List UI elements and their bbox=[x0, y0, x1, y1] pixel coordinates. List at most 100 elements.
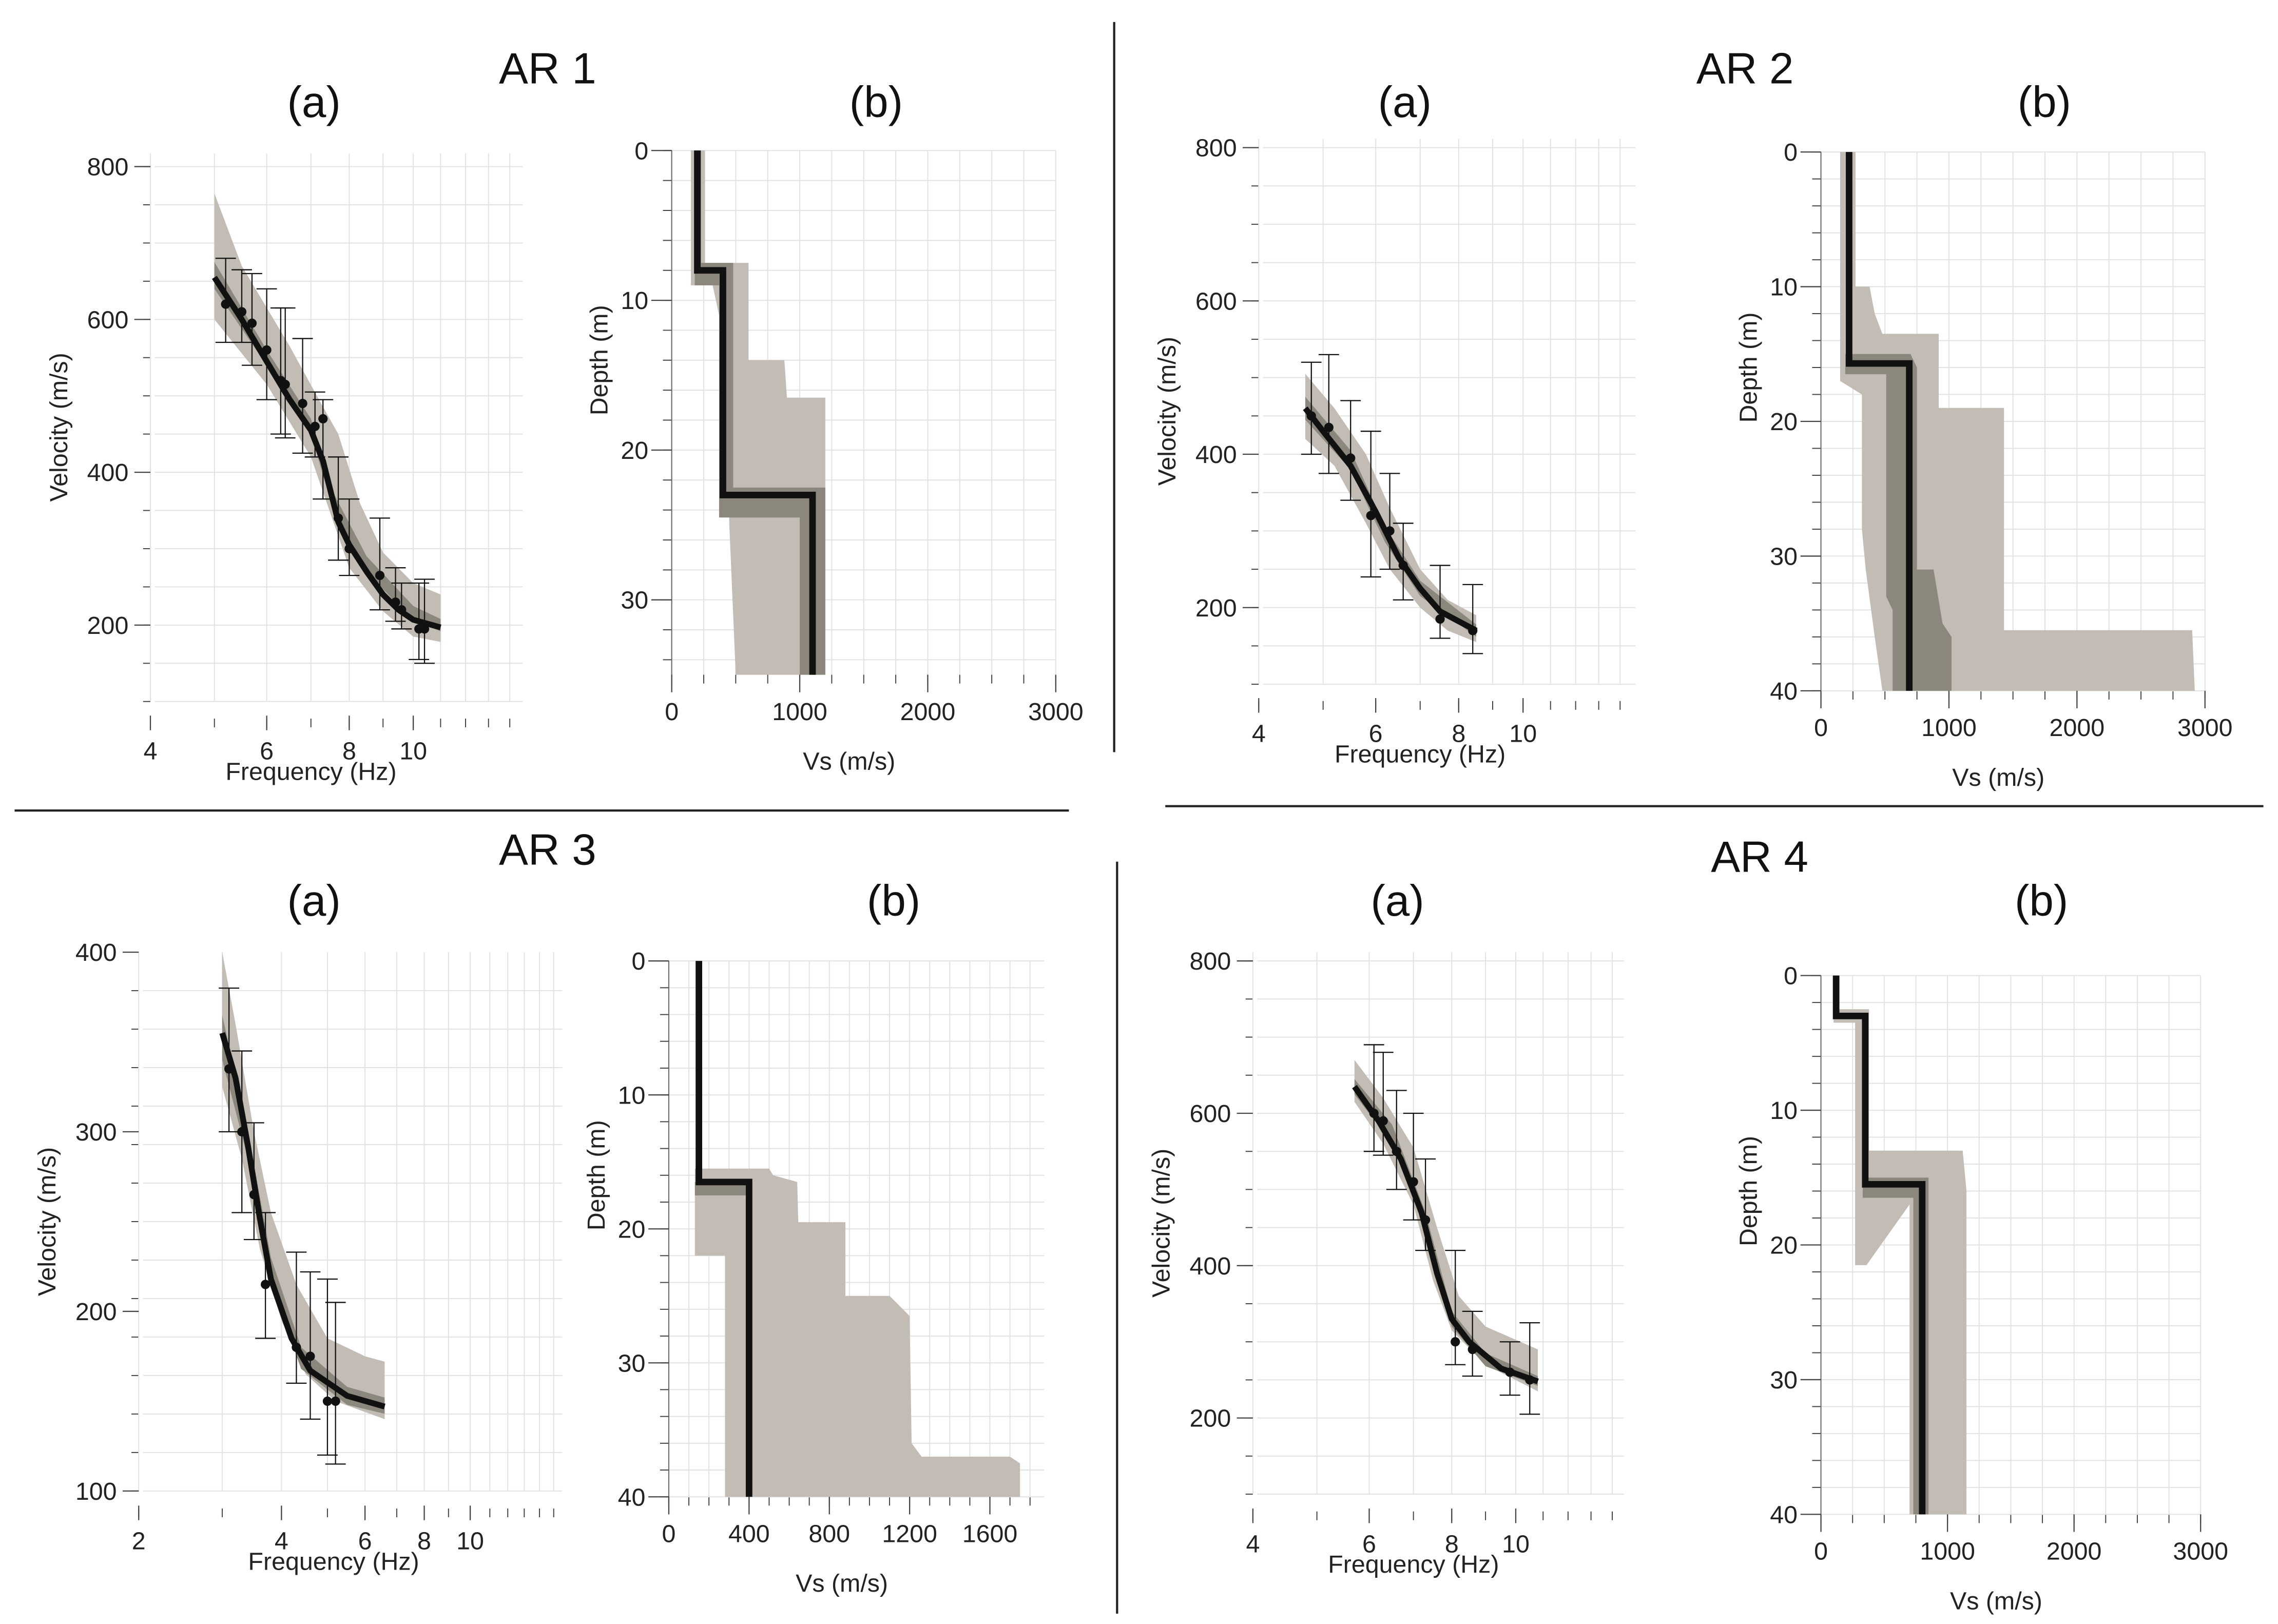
median-vs-profile bbox=[694, 150, 816, 675]
data-point bbox=[419, 624, 430, 634]
y-tick-label: 10 bbox=[1770, 274, 1798, 301]
x-tick-label: 8 bbox=[1452, 720, 1465, 747]
y-tick-label: 30 bbox=[1770, 1366, 1798, 1394]
uncertainty-band-outer bbox=[1840, 152, 2195, 691]
panel-label-b: (b) bbox=[2018, 78, 2071, 127]
uncertainty-band-inner bbox=[1845, 354, 1952, 691]
y-tick-label: 600 bbox=[1190, 1100, 1231, 1128]
site-title-ar2: AR 2 bbox=[1696, 44, 1794, 93]
median-dispersion-curve bbox=[219, 1032, 385, 1409]
panel-label-b: (b) bbox=[2015, 877, 2068, 925]
y-tick-label: 20 bbox=[1770, 408, 1798, 436]
y-tick-label: 30 bbox=[1770, 543, 1798, 571]
x-tick-label: 4 bbox=[144, 738, 158, 765]
y-tick-label: 600 bbox=[87, 306, 129, 334]
y-tick-label: 10 bbox=[618, 1081, 646, 1109]
x-tick-label: 1000 bbox=[1921, 714, 1977, 742]
x-axis-label: Vs (m/s) bbox=[1952, 764, 2044, 791]
y-axis-label: Depth (m) bbox=[583, 1120, 610, 1230]
x-tick-label: 1200 bbox=[882, 1520, 937, 1548]
panel-label-a: (a) bbox=[1378, 78, 1432, 127]
x-axis-label: Frequency (Hz) bbox=[1335, 740, 1505, 768]
ar1-profile-panel: 0 10 20 30 0 1000 2000 3000 Vs (m/s) Depth (m) (b) bbox=[585, 78, 1083, 776]
x-tick-label: 6 bbox=[260, 738, 274, 765]
x-axis-label: Frequency (Hz) bbox=[248, 1548, 419, 1575]
y-tick-label: 10 bbox=[1770, 1097, 1798, 1125]
x-tick-label: 8 bbox=[1445, 1530, 1459, 1558]
uncertainty-band-outer bbox=[222, 952, 385, 1419]
data-point bbox=[298, 398, 307, 409]
site-title-ar1: AR 1 bbox=[499, 44, 596, 93]
y-tick-label: 100 bbox=[75, 1478, 117, 1505]
y-tick-label: 0 bbox=[1784, 139, 1798, 166]
panel-label-a: (a) bbox=[1370, 877, 1424, 925]
x-tick-label: 0 bbox=[662, 1520, 675, 1548]
x-axis-label: Frequency (Hz) bbox=[1328, 1551, 1499, 1578]
x-tick-label: 6 bbox=[1369, 720, 1383, 747]
x-tick-label: 4 bbox=[275, 1528, 288, 1555]
data-point bbox=[318, 414, 328, 423]
median-dispersion-curve bbox=[1303, 406, 1478, 633]
data-point bbox=[331, 1396, 340, 1406]
y-tick-label: 20 bbox=[1770, 1232, 1798, 1260]
data-point bbox=[1435, 614, 1445, 624]
x-tick-label: 10 bbox=[399, 738, 427, 765]
y-tick-label: 800 bbox=[1195, 134, 1237, 162]
y-tick-label: 40 bbox=[1770, 1501, 1798, 1529]
data-point bbox=[1451, 1337, 1460, 1347]
y-tick-label: 800 bbox=[1190, 948, 1231, 975]
y-tick-label: 0 bbox=[632, 948, 646, 975]
uncertainty-band-outer bbox=[1354, 1060, 1538, 1391]
ar2-profile-panel: 0 10 20 30 40 0 1000 2000 3000 Vs (m/s) Depth (m) (… bbox=[1734, 78, 2232, 791]
ar3-dispersion-panel: 100 200 300 400 2 4 6 8 10 Frequency (Hz) Velocity… bbox=[33, 877, 563, 1575]
median-dispersion-curve bbox=[211, 276, 441, 630]
x-tick-label: 2000 bbox=[2047, 1538, 2102, 1565]
x-tick-label: 10 bbox=[1509, 720, 1537, 747]
y-tick-label: 30 bbox=[621, 587, 648, 614]
y-tick-label: 300 bbox=[75, 1118, 117, 1146]
x-tick-label: 3000 bbox=[2177, 714, 2233, 742]
x-axis-label: Vs (m/s) bbox=[803, 747, 895, 775]
panel-label-a: (a) bbox=[287, 877, 340, 925]
uncertainty-band-outer bbox=[1305, 374, 1476, 642]
x-tick-label: 400 bbox=[728, 1520, 770, 1548]
y-tick-label: 400 bbox=[1190, 1252, 1231, 1280]
y-tick-label: 200 bbox=[87, 612, 129, 640]
x-tick-label: 1000 bbox=[1920, 1538, 1975, 1565]
y-tick-label: 0 bbox=[1784, 962, 1798, 990]
data-point bbox=[1324, 422, 1334, 432]
x-tick-label: 4 bbox=[1246, 1530, 1260, 1558]
median-vs-profile bbox=[1832, 975, 1926, 1515]
median-dispersion-curve bbox=[1352, 1085, 1539, 1384]
y-tick-label: 40 bbox=[1770, 678, 1798, 705]
median-vs-profile bbox=[1846, 152, 1913, 691]
x-tick-label: 1000 bbox=[772, 698, 827, 726]
x-tick-label: 6 bbox=[1362, 1530, 1376, 1558]
y-tick-label: 40 bbox=[618, 1483, 646, 1511]
x-tick-label: 2000 bbox=[900, 698, 956, 726]
y-tick-label: 20 bbox=[621, 437, 648, 465]
y-tick-label: 10 bbox=[621, 287, 648, 315]
x-tick-label: 3000 bbox=[1028, 698, 1084, 726]
y-axis-label: Velocity (m/s) bbox=[33, 1147, 61, 1296]
median-vs-profile bbox=[696, 961, 752, 1497]
x-tick-label: 1600 bbox=[962, 1520, 1018, 1548]
x-tick-label: 8 bbox=[417, 1528, 431, 1555]
panel-label-b: (b) bbox=[850, 78, 903, 127]
x-axis-label: Vs (m/s) bbox=[796, 1570, 888, 1597]
x-tick-label: 0 bbox=[1814, 1538, 1828, 1565]
uncertainty-band-outer bbox=[214, 193, 441, 642]
data-point bbox=[247, 318, 257, 328]
y-tick-label: 400 bbox=[87, 459, 129, 487]
data-point bbox=[305, 1351, 315, 1361]
y-tick-label: 800 bbox=[87, 153, 129, 181]
data-point bbox=[261, 1280, 271, 1289]
uncertainty-band-inner bbox=[694, 1182, 751, 1195]
y-axis-label: Depth (m) bbox=[585, 305, 613, 415]
x-axis-label: Vs (m/s) bbox=[1950, 1587, 2042, 1615]
x-tick-label: 0 bbox=[665, 698, 679, 726]
